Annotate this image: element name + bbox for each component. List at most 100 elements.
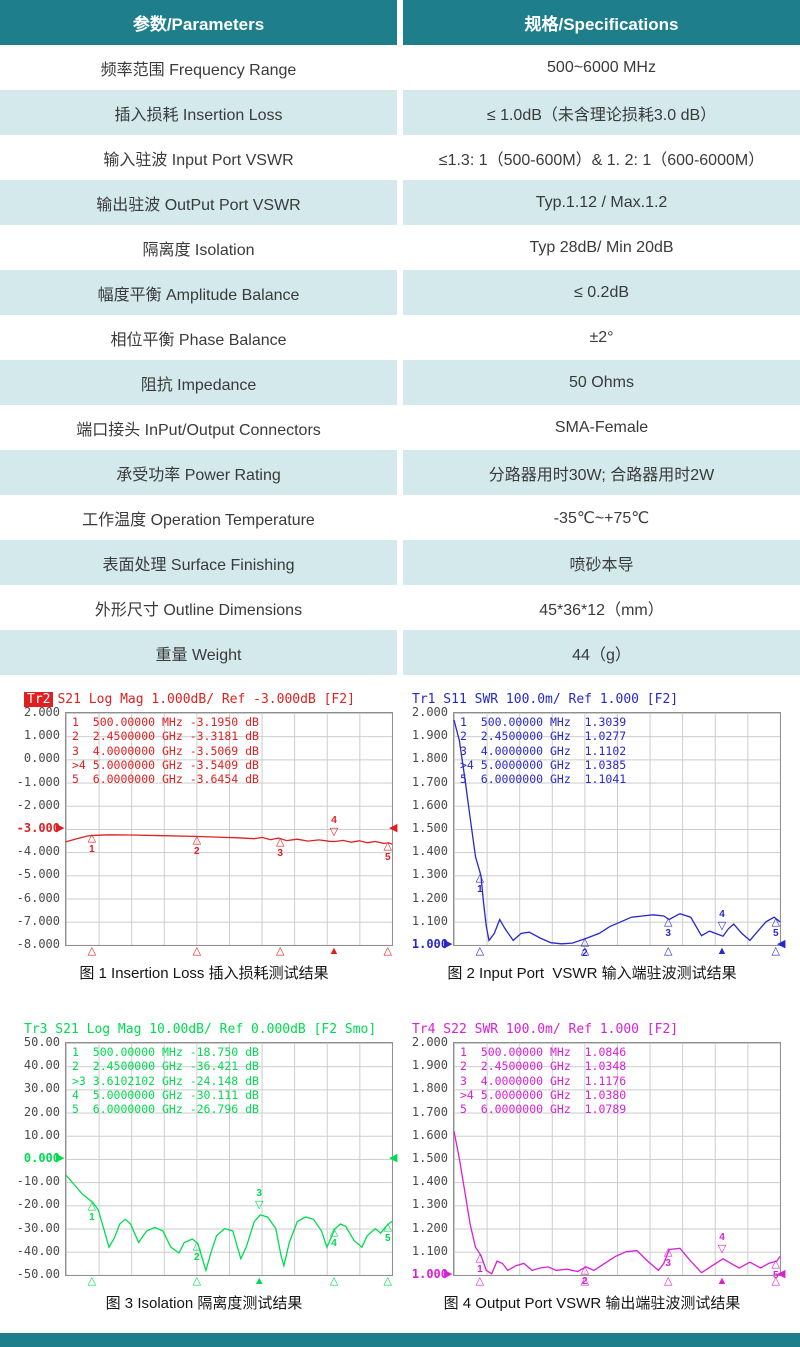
trace-marker: △ bbox=[771, 1258, 780, 1271]
chart-caption: 图 1 Insertion Loss 插入损耗测试结果 bbox=[79, 965, 329, 982]
trace-marker: △ bbox=[329, 1225, 339, 1238]
y-axis-label: -5.000 bbox=[16, 867, 60, 882]
y-axis-label: 1.500 bbox=[411, 1151, 448, 1165]
table-header-specifications: 规格/Specifications bbox=[403, 0, 800, 45]
row-parameter: 端口接头 InPut/Output Connectors bbox=[76, 421, 321, 439]
table-row: 输出驻波 OutPut Port VSWR Typ.1.12 / Max.1.2 bbox=[0, 180, 800, 225]
y-axis-label: 0.000 bbox=[23, 751, 60, 766]
column-divider bbox=[397, 180, 403, 225]
row-parameter: 输出驻波 OutPut Port VSWR bbox=[0, 180, 397, 225]
marker-readout: 1 500.00000 MHz -3.1950 dB 2 2.4500000 GH… bbox=[72, 715, 259, 786]
trace-marker-number: 1 bbox=[477, 1264, 483, 1276]
trace-marker-number: 3 bbox=[256, 1187, 262, 1199]
y-axis-label: 10.00 bbox=[23, 1127, 60, 1142]
trace-marker: △ bbox=[87, 1199, 97, 1212]
trace-marker-number: 5 bbox=[384, 1232, 391, 1244]
ref-arrow-right: ◀ bbox=[777, 938, 786, 950]
y-axis-label: -3.000 bbox=[16, 821, 60, 835]
axis-marker: △ bbox=[475, 945, 485, 957]
y-axis-label: 1.800 bbox=[411, 751, 448, 766]
table-row: 输入驻波 Input Port VSWR ≤1.3: 1（500-600M）& 1… bbox=[0, 135, 800, 180]
ref-arrow-right: ◀ bbox=[389, 1152, 398, 1164]
plot-grid bbox=[65, 1042, 393, 1276]
ref-arrow-left: ▶ bbox=[444, 938, 453, 950]
table-row: 相位平衡 Phase Balance ±2° bbox=[0, 315, 800, 360]
axis-marker: △ bbox=[87, 945, 97, 957]
y-axis-label: 50.00 bbox=[23, 1035, 60, 1049]
y-axis-label: 1.000 bbox=[411, 1267, 448, 1281]
axis-marker: △ bbox=[192, 1275, 202, 1287]
row-specification: 分路器用时30W; 合路器用时2W bbox=[403, 450, 800, 495]
y-axis-label: 2.000 bbox=[23, 705, 60, 719]
table-row: 插入损耗 Insertion Loss ≤ 1.0dB（未含理论损耗3.0 dB） bbox=[0, 90, 800, 135]
y-axis-label: -4.000 bbox=[16, 844, 60, 859]
trace-marker: △ bbox=[192, 833, 202, 846]
row-specification: ≤ 0.2dB bbox=[403, 270, 800, 315]
trace-marker-number: 4 bbox=[719, 909, 725, 921]
y-axis-label: 2.000 bbox=[411, 1035, 448, 1049]
trace-marker-number: 2 bbox=[582, 947, 588, 959]
trace-marker-number: 3 bbox=[665, 1258, 671, 1270]
trace-line bbox=[453, 1131, 781, 1275]
vna-chart-panel: Tr3 S21 Log Mag 10.00dB/ Ref 0.000dB [F2… bbox=[10, 1018, 398, 1320]
ref-arrow-left: ▶ bbox=[444, 1268, 453, 1280]
spec-table-body: 频率范围 Frequency Range 500~6000 MHz 插入损耗 Ins… bbox=[0, 45, 800, 675]
table-row: 隔离度 Isolation Typ 28dB/ Min 20dB bbox=[0, 225, 800, 270]
marker-readout-row: 3 4.0000000 GHz 1.1102 bbox=[460, 743, 627, 758]
ref-arrow-right: ◀ bbox=[389, 822, 398, 834]
y-axis-label: 30.00 bbox=[23, 1081, 60, 1096]
chart-title: Tr3 S21 Log Mag 10.00dB/ Ref 0.000dB [F2… bbox=[24, 1022, 377, 1037]
marker-readout-row: 3 4.0000000 GHz 1.1176 bbox=[460, 1073, 627, 1088]
column-divider bbox=[397, 45, 403, 90]
trace-marker: △ bbox=[475, 1252, 485, 1265]
chart-title: Tr4 S22 SWR 100.0m/ Ref 1.000 [F2] bbox=[412, 1022, 679, 1037]
table-row: 幅度平衡 Amplitude Balance ≤ 0.2dB bbox=[0, 270, 800, 315]
trace-marker: △ bbox=[771, 916, 780, 929]
trace-marker: △ bbox=[663, 916, 673, 929]
trace-marker-number: 2 bbox=[582, 1275, 588, 1287]
axis-marker: △ bbox=[580, 1275, 590, 1287]
trace-marker-number: 1 bbox=[477, 884, 483, 896]
y-axis-label: 1.700 bbox=[411, 1104, 448, 1119]
trace-marker-number: 1 bbox=[89, 1211, 95, 1223]
chart-title: Tr2 S21 Log Mag 1.000dB/ Ref -3.000dB [F2… bbox=[24, 692, 355, 707]
marker-readout-row: >4 5.0000000 GHz 1.0385 bbox=[460, 757, 627, 772]
trace-marker-number: 5 bbox=[772, 928, 779, 940]
y-axis-label: 1.400 bbox=[411, 844, 448, 859]
trace-marker: ▽ bbox=[329, 825, 339, 838]
column-divider bbox=[397, 0, 403, 45]
axis-marker: △ bbox=[771, 1275, 780, 1287]
marker-readout-row: 2 2.4500000 GHz 1.0277 bbox=[460, 729, 627, 744]
y-axis-label: -20.00 bbox=[16, 1197, 60, 1212]
y-axis-label: -10.00 bbox=[16, 1174, 60, 1189]
y-axis-label: 1.600 bbox=[411, 797, 448, 812]
trace-marker-number: 5 bbox=[772, 1270, 779, 1282]
trace-marker: △ bbox=[383, 839, 392, 852]
marker-readout-row: 1 500.00000 MHz 1.0846 bbox=[460, 1045, 627, 1059]
axis-marker: △ bbox=[383, 1275, 392, 1287]
marker-readout-row: 1 500.00000 MHz -18.750 dB bbox=[72, 1045, 259, 1059]
trace-marker: △ bbox=[580, 935, 590, 948]
row-parameter: 工作温度 Operation Temperature bbox=[82, 511, 315, 529]
table-row: 阻抗 Impedance 50 Ohms bbox=[0, 360, 800, 405]
row-specification: SMA-Female bbox=[554, 418, 649, 436]
ref-arrow-left: ▶ bbox=[56, 1152, 65, 1164]
vna-chart-panel: Tr4 S22 SWR 100.0m/ Ref 1.000 [F2] 2.000 1… bbox=[398, 1018, 786, 1320]
row-specification: ±2° bbox=[589, 328, 614, 346]
y-axis-label: 20.00 bbox=[23, 1104, 60, 1119]
marker-readout-row: 5 6.0000000 GHz 1.1041 bbox=[460, 772, 627, 787]
table-row: 承受功率 Power Rating 分路器用时30W; 合路器用时2W bbox=[0, 450, 800, 495]
column-divider bbox=[397, 90, 403, 135]
column-divider bbox=[397, 630, 403, 675]
ref-arrow-right: ◀ bbox=[777, 1268, 786, 1280]
row-specification: ≤1.3: 1（500-600M）& 1. 2: 1（600-6000M） bbox=[438, 151, 765, 169]
row-specification: 45*36*12（mm） bbox=[539, 601, 664, 619]
row-parameter: 相位平衡 Phase Balance bbox=[110, 331, 287, 349]
row-specification: 500~6000 MHz bbox=[547, 58, 656, 76]
row-parameter: 频率范围 Frequency Range bbox=[100, 61, 297, 79]
trace-marker-number: 4 bbox=[719, 1231, 725, 1243]
trace-marker-number: 5 bbox=[384, 851, 391, 863]
marker-readout-row: 2 2.4500000 GHz -3.3181 dB bbox=[72, 729, 259, 744]
y-axis-label: -8.000 bbox=[16, 937, 60, 951]
